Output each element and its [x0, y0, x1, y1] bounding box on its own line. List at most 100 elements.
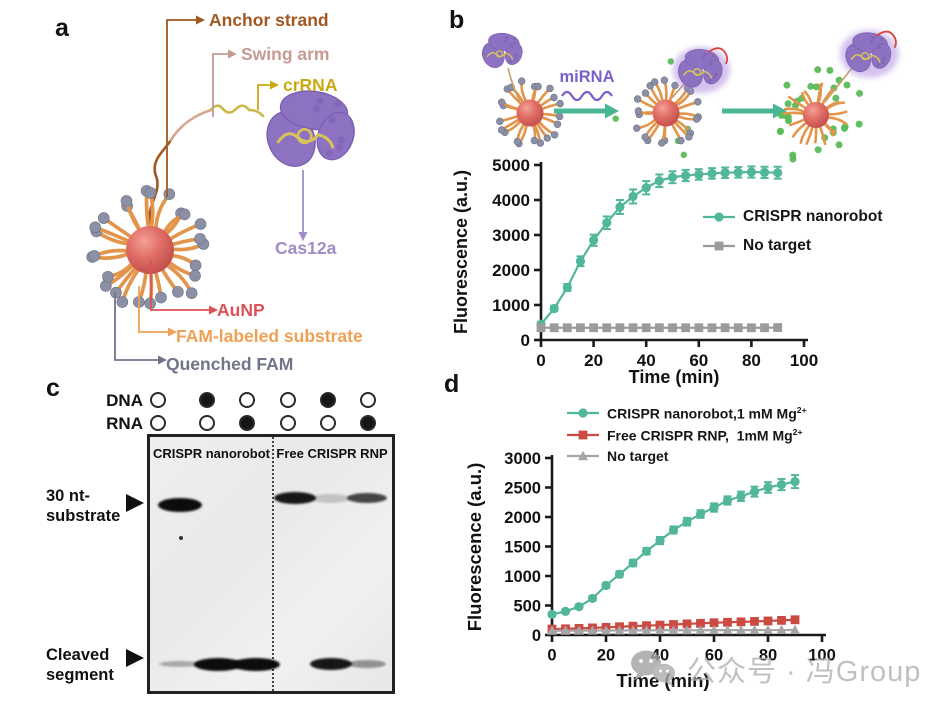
y-tick-label: 500	[513, 598, 541, 616]
legend-label: Free CRISPR RNP, 1mM Mg2+	[607, 426, 803, 444]
cas12a-protein	[266, 90, 355, 167]
quencher-ball	[172, 286, 184, 298]
released-fam-dot	[812, 83, 820, 91]
data-point	[722, 624, 733, 635]
quencher-ball	[144, 187, 157, 199]
quencher-ball	[496, 117, 504, 126]
y-tick-label: 1500	[504, 539, 541, 557]
cas12a-texture	[514, 54, 518, 58]
panel-d-legend: CRISPR nanorobot,1 mM Mg2+ Free CRISPR R…	[567, 405, 807, 469]
data-point	[601, 625, 611, 635]
crrna-loop	[296, 127, 313, 145]
gel-band	[194, 657, 242, 671]
quencher-ball	[497, 126, 506, 134]
released-fam-dot	[814, 146, 822, 154]
y-tick-label: 3000	[504, 450, 541, 468]
crrna-drawing	[209, 104, 265, 118]
quencher-ball	[185, 287, 198, 299]
gel-band	[311, 493, 351, 503]
cas12a-texture	[513, 37, 517, 41]
data-point	[723, 617, 732, 627]
nanorobot-initial	[496, 77, 564, 148]
cas12a-texture	[877, 46, 882, 50]
cas12a-texture	[503, 39, 507, 43]
crrna-loop	[495, 50, 504, 58]
sample-dot-filled	[239, 415, 255, 431]
quencher-ball	[189, 269, 201, 282]
released-fam-dot	[784, 113, 792, 121]
data-point	[760, 323, 769, 333]
reaction-arrow-1	[554, 103, 619, 119]
released-fam-dot	[667, 58, 674, 65]
wechat-icon	[631, 650, 675, 687]
data-point	[574, 625, 584, 635]
sample-dot-filled	[199, 392, 215, 408]
mirna-wave-icon	[561, 90, 613, 102]
data-point	[790, 477, 800, 487]
quencher-ball	[633, 124, 641, 132]
x-tick-label: 80	[742, 351, 761, 370]
legend-entry: No target	[567, 448, 807, 464]
x-tick-label: 0	[536, 351, 545, 370]
cas12a-texture	[513, 57, 518, 61]
y-tick-label: 1000	[492, 296, 530, 315]
data-point	[790, 615, 800, 625]
quencher-ball	[553, 120, 562, 128]
quencher-ball	[685, 133, 693, 141]
panel-d-label: d	[444, 370, 460, 398]
data-point	[575, 256, 586, 266]
gel-band	[348, 660, 386, 668]
fam-substrate-label: FAM-labeled substrate	[176, 326, 363, 346]
gel-right-group-header: Free CRISPR RNP	[276, 446, 388, 461]
gel-speck	[179, 536, 183, 540]
data-point	[615, 323, 625, 333]
quencher-ball	[633, 95, 642, 103]
y-axis-title: Fluorescence (a.u.)	[451, 170, 471, 334]
x-tick-label: 60	[689, 351, 708, 370]
sample-dot-empty	[150, 415, 166, 431]
data-point	[668, 525, 679, 535]
released-fam-dot	[680, 151, 688, 159]
x-axis-title: Time (min)	[629, 367, 720, 387]
data-point	[547, 609, 557, 619]
data-point	[736, 624, 746, 635]
data-point	[695, 625, 706, 635]
sample-dot-empty	[320, 415, 336, 431]
legend-label: CRISPR nanorobot,1 mM Mg2+	[607, 405, 807, 422]
data-point	[667, 172, 678, 182]
quencher-ball	[89, 221, 101, 234]
data-point	[614, 569, 625, 579]
data-point	[707, 168, 717, 178]
data-point	[707, 323, 717, 333]
data-point	[773, 323, 783, 332]
gel-band	[310, 658, 352, 670]
data-point	[759, 167, 770, 177]
x-tick-label: 60	[705, 647, 723, 665]
data-point	[549, 323, 559, 333]
data-point	[747, 323, 756, 333]
x-tick-label: 100	[808, 647, 836, 665]
cas12a-texture	[714, 72, 718, 76]
cas12a-texture	[709, 62, 713, 66]
quencher-ball	[530, 136, 539, 145]
released-fam-dot	[855, 120, 863, 128]
aunp-core	[803, 102, 829, 128]
sample-dot-empty	[199, 415, 215, 431]
cas12a-texture	[712, 53, 716, 58]
cas12a-texture	[876, 63, 880, 67]
data-point	[736, 491, 746, 501]
y-tick-label: 2000	[504, 509, 541, 527]
data-point	[709, 502, 719, 513]
quencher-ball	[155, 291, 167, 304]
data-point	[709, 618, 719, 628]
data-point	[681, 170, 691, 181]
cas12a-activated	[672, 46, 730, 94]
substrate-band-label: 30 nt- substrate	[46, 487, 121, 525]
sample-dot-filled	[360, 415, 376, 431]
data-point	[615, 202, 625, 212]
data-point	[776, 624, 787, 635]
y-tick-label: 2000	[492, 261, 530, 280]
quencher-ball	[163, 188, 176, 200]
